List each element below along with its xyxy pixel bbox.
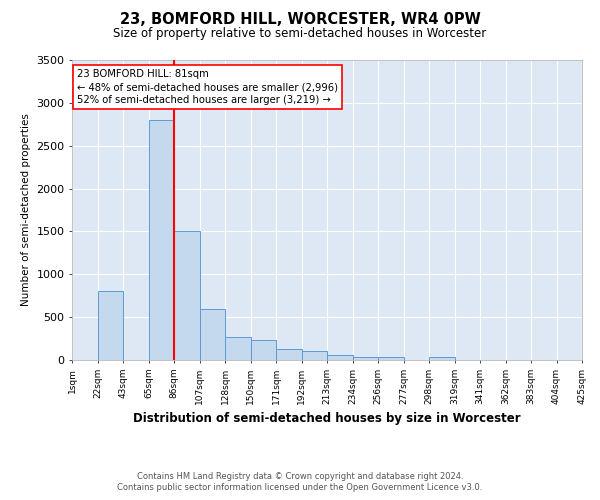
Bar <box>199 308 225 360</box>
X-axis label: Distribution of semi-detached houses by size in Worcester: Distribution of semi-detached houses by … <box>133 412 521 426</box>
Bar <box>276 349 302 360</box>
Bar <box>97 292 123 360</box>
Bar <box>225 337 251 360</box>
Bar <box>302 352 327 360</box>
Bar <box>174 232 199 360</box>
Bar <box>353 358 378 360</box>
Bar <box>378 358 404 360</box>
Text: Contains HM Land Registry data © Crown copyright and database right 2024.
Contai: Contains HM Land Registry data © Crown c… <box>118 472 482 492</box>
Text: 23 BOMFORD HILL: 81sqm
← 48% of semi-detached houses are smaller (2,996)
52% of : 23 BOMFORD HILL: 81sqm ← 48% of semi-det… <box>77 69 338 106</box>
Y-axis label: Number of semi-detached properties: Number of semi-detached properties <box>20 114 31 306</box>
Bar <box>327 355 353 360</box>
Text: Size of property relative to semi-detached houses in Worcester: Size of property relative to semi-detach… <box>113 28 487 40</box>
Bar <box>429 356 455 360</box>
Bar <box>251 340 276 360</box>
Text: 23, BOMFORD HILL, WORCESTER, WR4 0PW: 23, BOMFORD HILL, WORCESTER, WR4 0PW <box>119 12 481 28</box>
Bar <box>149 120 174 360</box>
